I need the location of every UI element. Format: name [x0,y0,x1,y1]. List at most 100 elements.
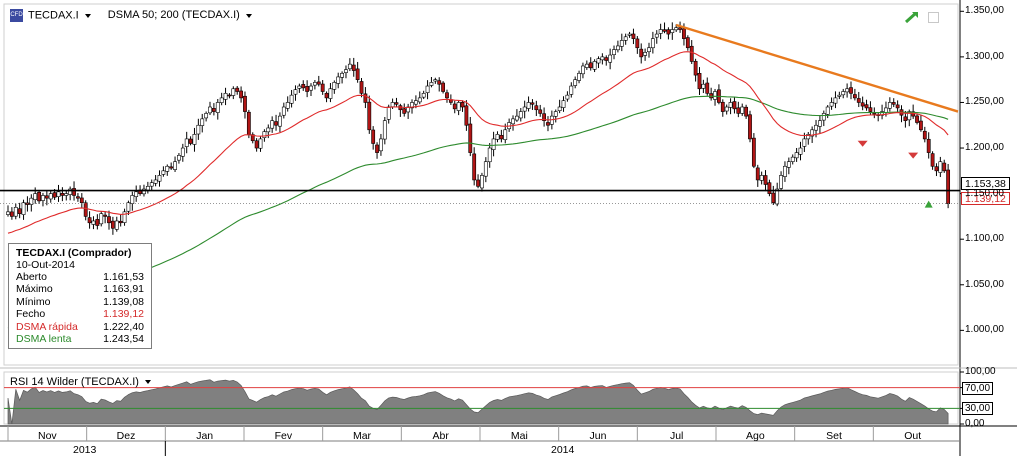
symbol-label[interactable]: TECDAX.I [28,9,79,22]
candle-body [445,92,449,99]
candle-body [76,196,80,199]
candle-body [639,48,644,58]
candle-body [938,161,943,173]
candle-body [887,102,892,109]
candle-body [806,134,811,140]
candle-body [584,63,589,68]
candle-body [460,102,465,108]
x-month-label: Set [826,430,842,442]
legend-row-slow-ma: DSMA lenta 1.243,54 [16,333,144,346]
candle-body [915,115,919,123]
candle-body [779,175,783,189]
candle-body [103,214,108,217]
candle-body [239,90,243,99]
candle-body [200,118,205,126]
candle-body [161,170,166,175]
candle-body [814,124,818,131]
candle-body [891,102,896,105]
x-month-label: Out [904,430,922,442]
candle-body [13,206,18,217]
rsi-dropdown-icon[interactable] [144,380,151,385]
candle-body [196,124,201,135]
candle-body [375,144,379,153]
candle-body [184,138,189,147]
candle-body [674,27,679,31]
candle-body [351,64,356,71]
x-month-label: Mai [510,430,528,442]
candle-body [60,193,65,196]
candle-body [262,131,267,138]
candle-body [841,91,846,96]
candle-body [231,88,236,96]
candle-body [786,161,791,168]
candle-body [849,87,853,94]
window-icon[interactable] [928,12,939,23]
x-month-label: Jul [669,430,684,442]
candle-body [581,65,585,75]
cfd-logo-icon[interactable]: CFD [10,9,23,22]
candle-body [421,93,426,98]
candle-body [685,37,690,49]
candle-body [382,120,387,140]
candle-body [860,102,865,107]
candle-body [258,138,263,149]
rsi-label[interactable]: RSI 14 Wilder (TECDAX.I) [10,376,139,388]
candle-body [600,56,605,61]
rsi-tick-label: 30,00 [962,402,994,416]
candle-body [270,120,275,129]
candle-body [21,202,26,215]
symbol-dropdown-icon[interactable] [84,13,91,18]
candle-body [169,166,174,169]
trend-arrow-icon[interactable] [904,10,920,24]
candle-body [219,97,224,103]
candle-body [437,80,442,85]
candle-body [798,147,803,155]
candle-body [821,113,826,121]
candle-body [515,115,519,121]
x-month-label: Ago [745,430,765,442]
candle-body [480,175,484,189]
candle-body [759,175,764,181]
candle-body [425,85,430,93]
candle-body [701,83,706,89]
candle-body [647,47,651,53]
candle-body [732,101,737,110]
candle-body [872,112,877,115]
candle-body [833,97,838,104]
candle-body [627,33,632,36]
candle-body [316,81,321,85]
x-month-label: Nov [37,430,57,442]
candle-body [682,28,686,39]
candle-body [880,111,884,116]
x-month-label: Abr [432,430,449,442]
candle-body [320,83,325,92]
indicator-dropdown-icon[interactable] [245,13,252,18]
candle-body [312,82,317,86]
candle-body [693,60,698,76]
candle-body [215,102,220,113]
candle-body [33,193,38,201]
candle-body [619,40,624,47]
candle-body [126,202,131,212]
indicator-label[interactable]: DSMA 50; 200 (TECDAX.I) [107,9,240,22]
candle-body [767,182,772,194]
candle-body [868,107,873,112]
candle-body [616,45,620,51]
candle-body [483,161,488,177]
candle-body [173,161,177,170]
candle-body [623,36,628,41]
candle-body [565,94,570,100]
candle-body [561,100,566,108]
candle-body [289,94,294,104]
candle-body [724,106,729,112]
candle-body [347,63,352,70]
legend-date: 10-Out-2014 [16,259,75,271]
candle-body [441,82,445,92]
sell-signal-marker [857,140,868,147]
x-month-label: Mar [352,430,372,442]
candle-body [919,120,923,131]
candle-body [145,186,150,191]
candle-body [44,195,49,199]
candle-body [367,101,372,131]
candle-body [386,106,391,120]
